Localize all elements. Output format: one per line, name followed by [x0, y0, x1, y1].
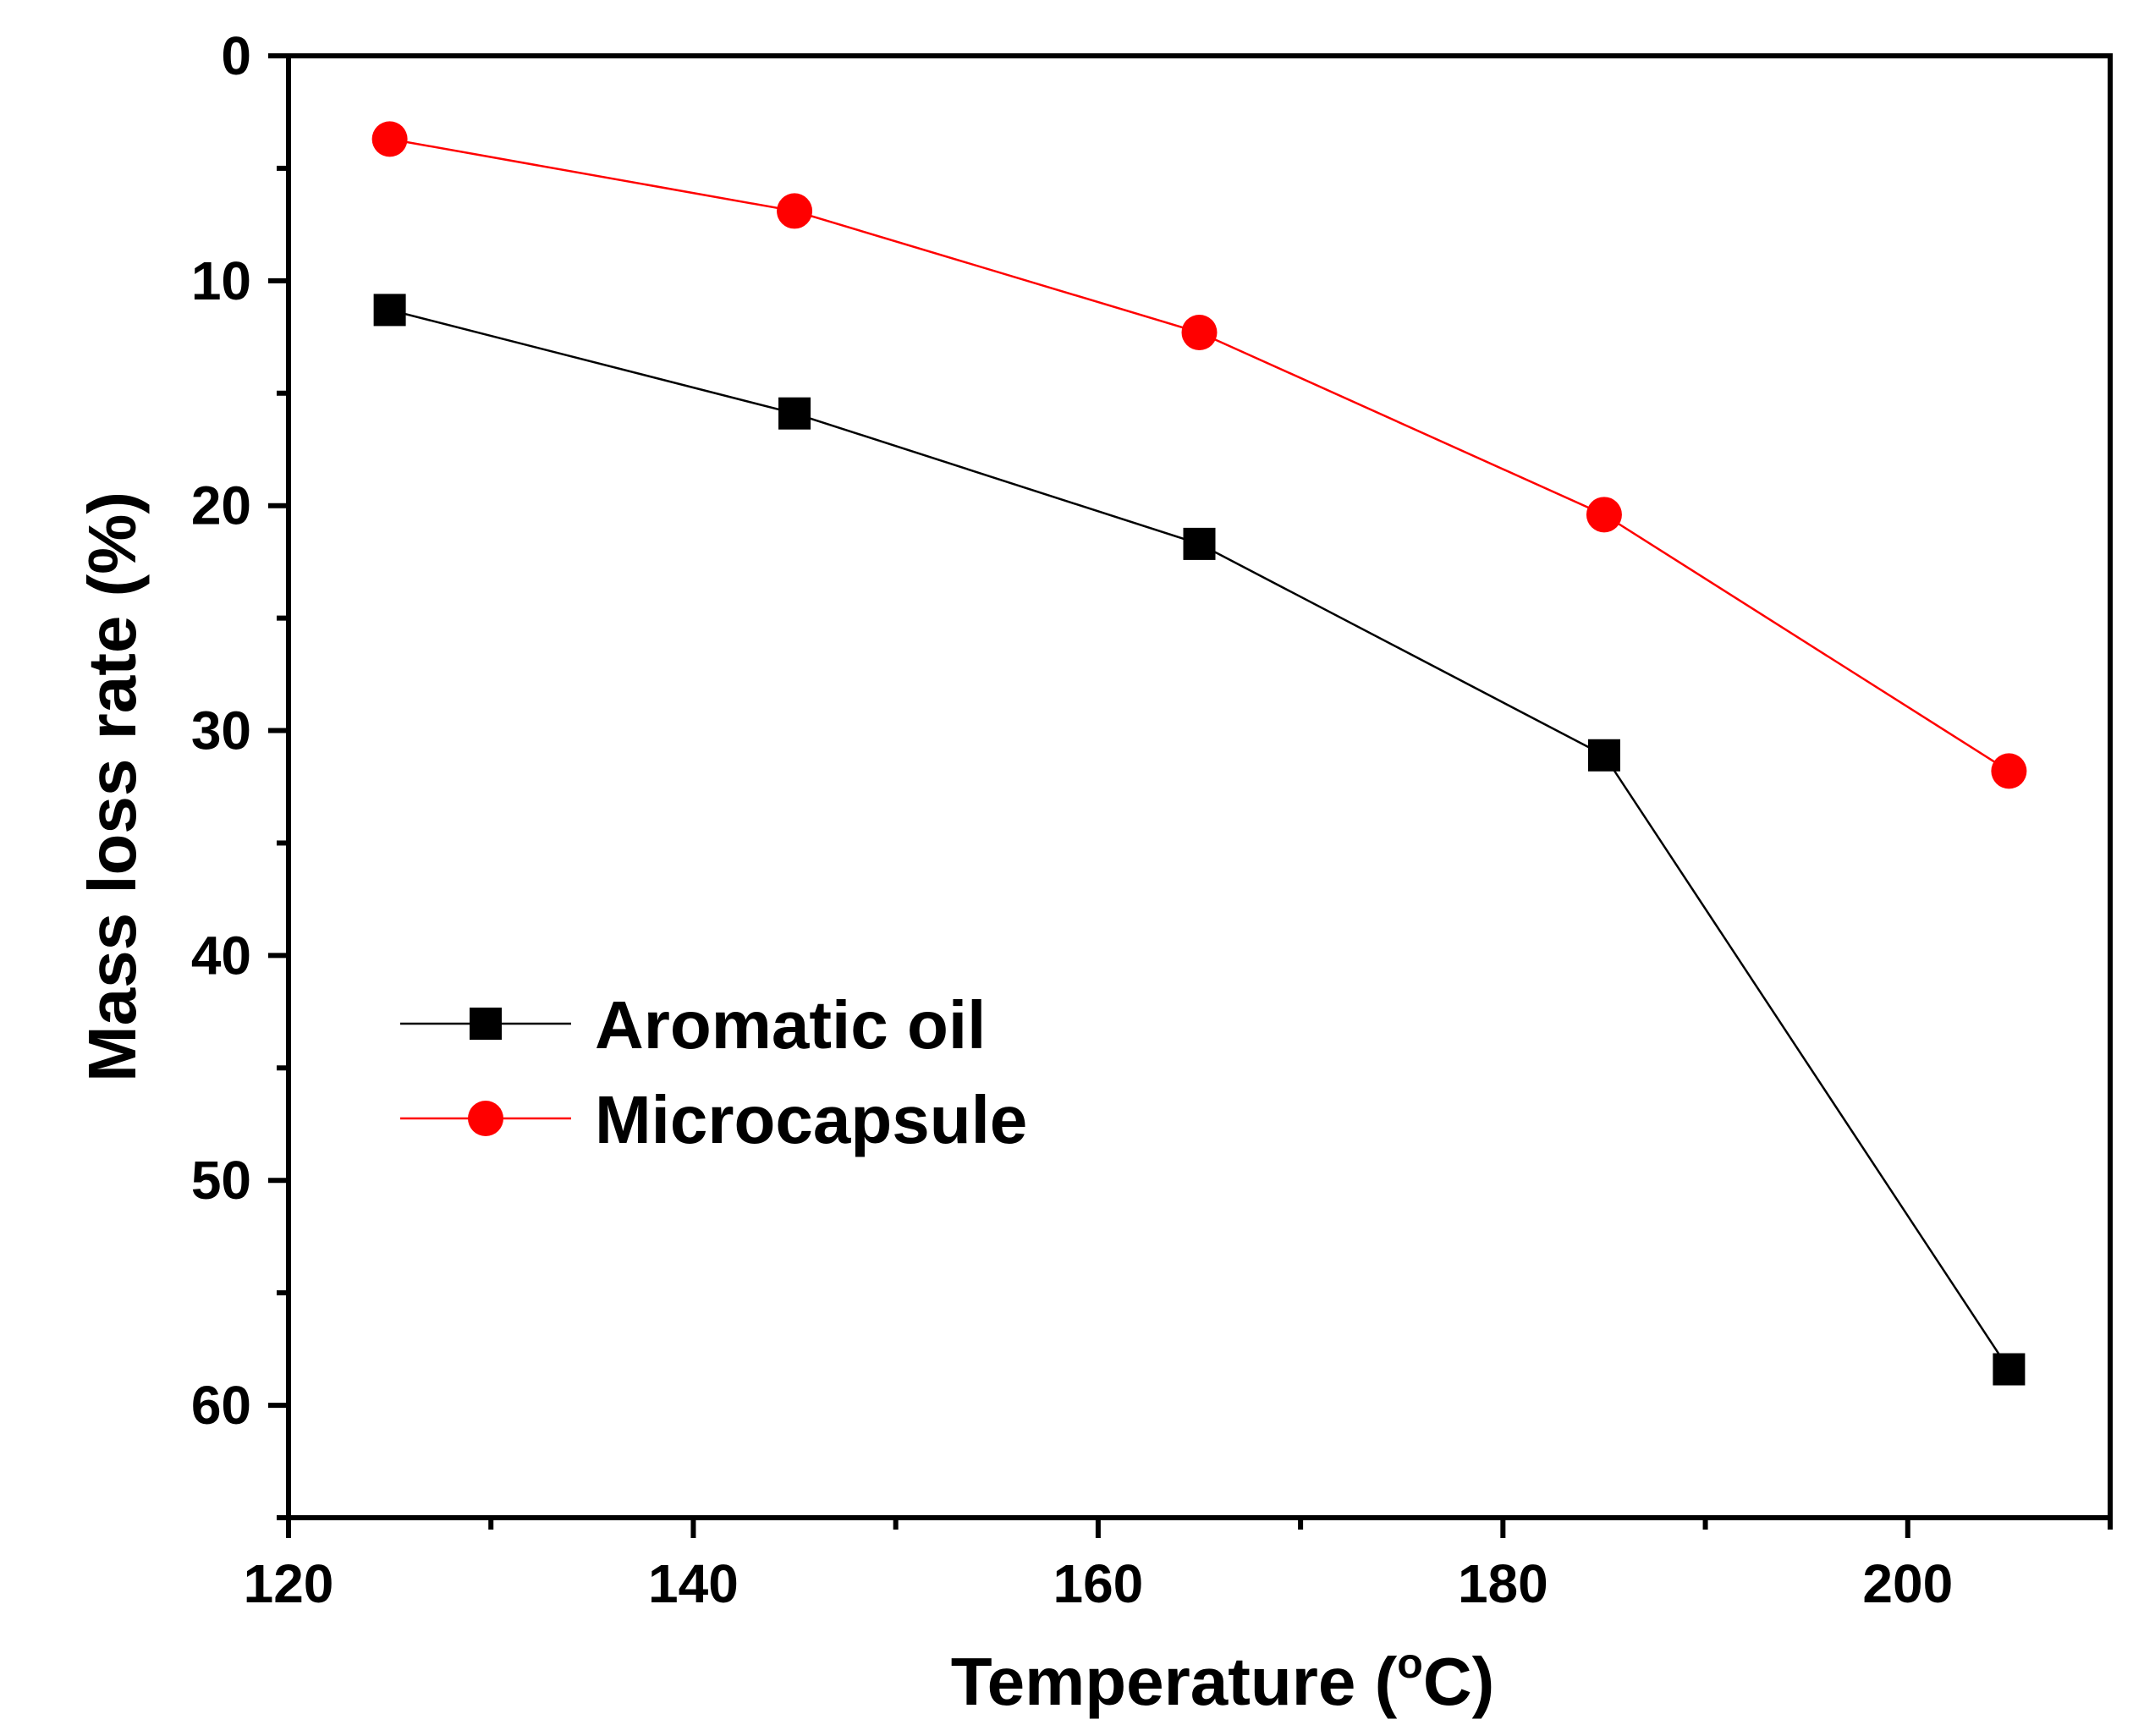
y-tick-label: 40 — [191, 925, 251, 986]
legend-item: Aromatic oil — [400, 987, 986, 1063]
legend-marker — [470, 1008, 502, 1040]
data-point — [373, 294, 406, 327]
x-tick-label: 140 — [648, 1553, 739, 1614]
y-axis-title: Mass loss rate (%) — [74, 492, 150, 1082]
legend-label: Aromatic oil — [595, 987, 986, 1063]
y-tick-label: 0 — [221, 25, 251, 86]
data-point — [777, 193, 813, 229]
y-tick-label: 60 — [191, 1375, 251, 1436]
y-tick-label: 50 — [191, 1150, 251, 1211]
x-axis: 120 140 160 180 200 — [244, 1518, 2113, 1614]
data-point — [778, 397, 811, 430]
y-tick-label: 30 — [191, 700, 251, 761]
data-point — [1183, 527, 1216, 560]
x-tick-label: 160 — [1053, 1553, 1143, 1614]
series-layer — [371, 121, 2027, 1386]
plot-area — [286, 53, 2113, 1520]
y-tick-label: 20 — [191, 475, 251, 536]
plot-frame — [286, 53, 2113, 1520]
legend-label: Microcapsule — [595, 1082, 1027, 1157]
data-point — [1993, 1353, 2026, 1386]
legend-marker — [468, 1101, 503, 1136]
legend-item: Microcapsule — [400, 1082, 1027, 1157]
series-aromatic-oil — [373, 294, 2026, 1386]
data-point — [1587, 739, 1620, 772]
series-microcapsule — [371, 121, 2027, 789]
data-point — [1181, 314, 1218, 350]
data-point — [1991, 753, 2027, 789]
x-tick-label: 180 — [1458, 1553, 1548, 1614]
data-point — [371, 121, 408, 157]
data-point — [1586, 497, 1622, 533]
legend: Aromatic oil Microcapsule — [400, 987, 1027, 1157]
x-tick-label: 120 — [244, 1553, 334, 1614]
x-axis-title: Temperature (oC) — [951, 1640, 1495, 1719]
x-tick-label: 200 — [1862, 1553, 1953, 1614]
y-tick-label: 10 — [191, 250, 251, 311]
y-axis: 0 10 20 30 40 50 60 — [191, 25, 289, 1520]
